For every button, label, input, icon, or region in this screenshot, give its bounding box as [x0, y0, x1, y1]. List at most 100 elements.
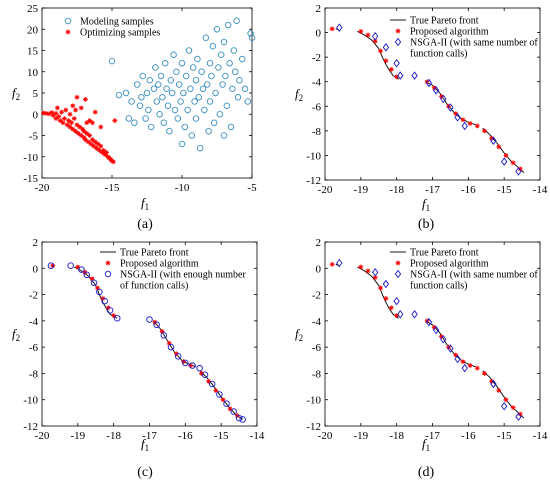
legend-marker: [395, 28, 401, 34]
data-point: [83, 137, 88, 143]
data-point: [460, 117, 466, 123]
legend-marker: [64, 17, 72, 25]
data-point: [185, 47, 193, 54]
y-tick-label: 2: [316, 3, 322, 15]
data-point: [394, 313, 400, 318]
data-point: [503, 397, 509, 403]
data-point: [99, 150, 105, 155]
data-point: [223, 102, 231, 109]
data-point: [439, 94, 444, 99]
data-point: [206, 60, 214, 67]
data-point: [440, 335, 447, 344]
data-point: [467, 121, 473, 126]
data-point: [62, 116, 67, 121]
y-tick-label: -12: [23, 421, 38, 433]
y-tick-label: -10: [306, 150, 321, 162]
data-point: [73, 107, 78, 113]
x-tick-label: -19: [70, 430, 85, 442]
data-point: [178, 60, 186, 67]
x-tick-label: -16: [178, 430, 193, 442]
data-point: [489, 135, 495, 141]
data-point: [56, 113, 62, 119]
data-point: [212, 89, 219, 97]
y-tick-label: 25: [27, 3, 39, 15]
data-point: [90, 120, 95, 126]
data-point: [188, 363, 194, 368]
data-point: [206, 98, 214, 105]
data-point: [195, 93, 203, 101]
data-point: [394, 74, 400, 80]
chart-panel-d: -20 -19 -18 -17 -16 -15 -14-12-10-8-6-4-202f1f…: [295, 237, 548, 480]
legend-label: Optimizing samples: [80, 28, 160, 39]
data-point: [248, 34, 256, 42]
y-axis-label: f2: [295, 86, 303, 103]
data-point: [208, 380, 216, 388]
data-point: [60, 120, 66, 126]
data-point: [111, 159, 116, 165]
data-point: [152, 64, 159, 71]
data-point: [181, 123, 189, 131]
data-point: [188, 132, 196, 139]
data-point: [81, 128, 87, 134]
data-point: [490, 136, 497, 145]
data-point: [336, 258, 343, 268]
data-point: [80, 126, 85, 132]
data-point: [205, 127, 212, 135]
data-point: [198, 68, 205, 75]
data-point: [236, 76, 243, 84]
data-point: [69, 120, 74, 126]
data-point: [189, 362, 196, 369]
data-point: [128, 98, 135, 105]
data-point: [515, 167, 522, 176]
data-point: [43, 111, 49, 116]
x-tick-label: -18: [389, 430, 404, 442]
data-point: [84, 120, 90, 126]
data-point: [166, 340, 172, 346]
y-tick-label: -10: [23, 152, 38, 164]
data-point: [235, 414, 243, 422]
data-point: [230, 47, 238, 54]
data-point: [467, 363, 473, 368]
data-point: [70, 126, 76, 132]
x-axis-label: f1: [141, 195, 149, 212]
data-point: [372, 32, 379, 41]
data-point: [95, 141, 101, 147]
x-tick-label: -16: [461, 184, 476, 196]
data-point: [378, 285, 383, 291]
data-point: [226, 60, 233, 67]
x-tick-label: -14: [533, 430, 548, 442]
y-tick-label: 0: [33, 263, 39, 275]
data-point: [234, 93, 242, 101]
data-point: [241, 85, 249, 92]
data-point: [388, 305, 394, 311]
data-point: [220, 397, 226, 403]
data-point: [50, 113, 56, 118]
data-point: [336, 23, 343, 32]
data-point: [182, 359, 189, 367]
panel-label: (c): [137, 465, 153, 480]
data-point: [46, 111, 52, 117]
y-tick-label: 5: [33, 88, 39, 100]
pareto-front-line: [482, 128, 525, 173]
y-tick-label: -10: [23, 395, 38, 407]
data-point: [431, 85, 437, 91]
data-point: [206, 378, 212, 384]
data-point: [145, 106, 152, 114]
y-tick-label: -8: [312, 368, 322, 380]
data-point: [70, 103, 76, 109]
data-point: [372, 38, 378, 44]
series-circle-open: [108, 17, 256, 152]
data-point: [501, 157, 508, 166]
data-point: [113, 314, 121, 322]
y-tick-label: 2: [316, 237, 322, 249]
y-tick-label: 10: [27, 67, 39, 79]
data-point: [57, 118, 63, 124]
y-tick-label: -12: [306, 421, 321, 433]
data-point: [94, 145, 99, 151]
data-point: [87, 133, 92, 138]
x-tick-label: -20: [35, 430, 50, 442]
data-point: [411, 71, 418, 80]
data-point: [460, 359, 466, 364]
data-point: [454, 113, 461, 122]
data-point: [174, 353, 182, 360]
